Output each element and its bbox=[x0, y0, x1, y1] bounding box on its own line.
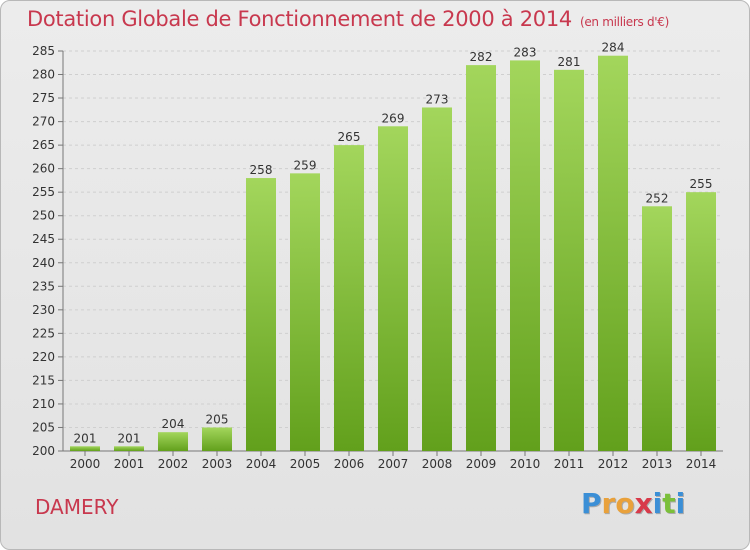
bars bbox=[70, 55, 716, 452]
data-label: 284 bbox=[602, 41, 625, 55]
chart-subtitle: (en milliers d'€) bbox=[579, 15, 669, 29]
data-label: 204 bbox=[162, 417, 185, 431]
data-label: 259 bbox=[294, 158, 317, 172]
x-tick-label: 2007 bbox=[378, 457, 409, 471]
x-tick-label: 2005 bbox=[290, 457, 321, 471]
proxiti-logo: Proxiti bbox=[581, 487, 685, 520]
data-labels: 201 201 204 205 258 259 265 269 273 282 283 281 284 2… bbox=[74, 41, 713, 446]
data-label: 201 bbox=[118, 431, 141, 445]
x-tick-label: 2004 bbox=[246, 457, 277, 471]
x-tick-label: 2011 bbox=[554, 457, 585, 471]
data-label: 273 bbox=[426, 92, 449, 106]
x-tick-label: 2002 bbox=[158, 457, 189, 471]
y-tick-label: 285 bbox=[32, 44, 55, 58]
x-tick-label: 2012 bbox=[598, 457, 629, 471]
y-tick-label: 255 bbox=[32, 185, 55, 199]
bar bbox=[598, 55, 628, 452]
bar bbox=[422, 107, 452, 452]
bar bbox=[466, 65, 496, 451]
data-label: 282 bbox=[470, 50, 493, 64]
data-label: 265 bbox=[338, 130, 361, 144]
x-tick-label: 2009 bbox=[466, 457, 497, 471]
y-tick-label: 270 bbox=[32, 115, 55, 129]
bar bbox=[642, 206, 672, 451]
y-tick-label: 200 bbox=[32, 444, 55, 458]
y-tick-label: 220 bbox=[32, 350, 55, 364]
bar bbox=[290, 173, 320, 451]
logo-letter: i bbox=[675, 487, 686, 520]
y-tick-label: 280 bbox=[32, 68, 55, 82]
chart-title-text: Dotation Globale de Fonctionnement de 20… bbox=[27, 7, 572, 31]
bar bbox=[686, 192, 716, 452]
bar bbox=[246, 178, 276, 451]
y-tick-label: 215 bbox=[32, 373, 55, 387]
y-tick-label: 235 bbox=[32, 279, 55, 293]
logo-letter: o bbox=[615, 487, 635, 520]
logo-letter: t bbox=[662, 487, 676, 520]
logo-letter: r bbox=[601, 487, 616, 520]
y-tick-label: 240 bbox=[32, 256, 55, 270]
x-tick-label: 2013 bbox=[642, 457, 673, 471]
bar bbox=[70, 446, 100, 451]
chart-title: Dotation Globale de Fonctionnement de 20… bbox=[27, 7, 669, 31]
bar bbox=[554, 69, 584, 451]
y-tick-label: 245 bbox=[32, 232, 55, 246]
y-tick-label: 230 bbox=[32, 303, 55, 317]
axes: 200 205 210 215 220 225 230 235 240 245 250 255 260 2… bbox=[32, 44, 723, 471]
data-label: 281 bbox=[558, 55, 581, 69]
x-tick-label: 2000 bbox=[70, 457, 101, 471]
y-tick-label: 260 bbox=[32, 162, 55, 176]
bar bbox=[334, 145, 364, 451]
y-tick-label: 205 bbox=[32, 420, 55, 434]
x-tick-label: 2003 bbox=[202, 457, 233, 471]
x-tick-label: 2008 bbox=[422, 457, 453, 471]
x-tick-label: 2010 bbox=[510, 457, 541, 471]
data-label: 201 bbox=[74, 431, 97, 445]
logo-letter: i bbox=[652, 487, 663, 520]
data-label: 255 bbox=[690, 177, 713, 191]
data-label: 205 bbox=[206, 412, 229, 426]
y-tick-label: 275 bbox=[32, 91, 55, 105]
logo-letter: x bbox=[634, 487, 653, 520]
x-tick-label: 2006 bbox=[334, 457, 365, 471]
y-tick-label: 265 bbox=[32, 138, 55, 152]
bar bbox=[202, 427, 232, 451]
data-label: 252 bbox=[646, 191, 669, 205]
data-label: 269 bbox=[382, 111, 405, 125]
data-label: 258 bbox=[250, 163, 273, 177]
x-tick-label: 2001 bbox=[114, 457, 145, 471]
data-label: 283 bbox=[514, 45, 537, 59]
y-tick-label: 250 bbox=[32, 209, 55, 223]
bar bbox=[158, 432, 188, 451]
y-tick-label: 225 bbox=[32, 326, 55, 340]
bar bbox=[114, 446, 144, 451]
bar bbox=[510, 60, 540, 451]
x-tick-label: 2014 bbox=[686, 457, 717, 471]
y-tick-label: 210 bbox=[32, 397, 55, 411]
city-name: DAMERY bbox=[35, 495, 119, 519]
logo-letter: P bbox=[581, 487, 602, 520]
bar bbox=[378, 126, 408, 451]
